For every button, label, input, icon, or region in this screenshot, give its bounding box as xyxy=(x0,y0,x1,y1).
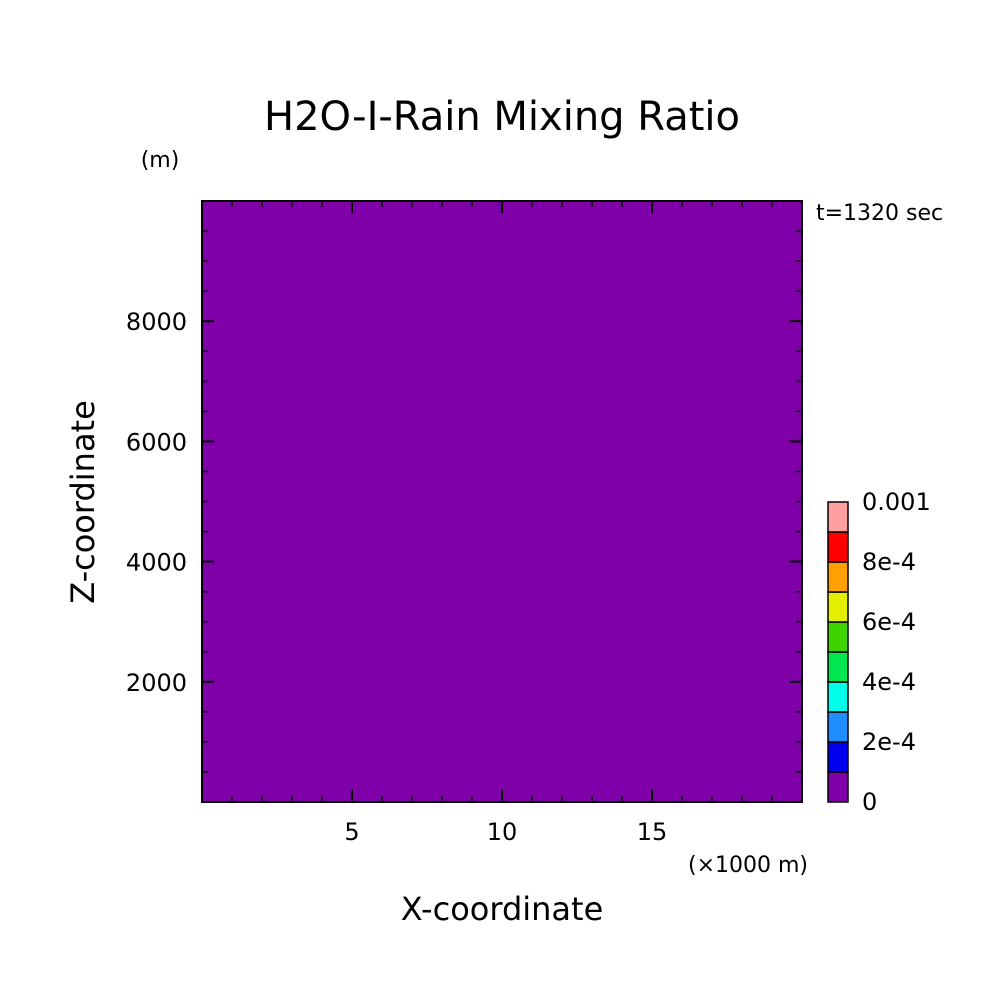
colorbar-band xyxy=(827,771,849,803)
y-tick-label: 6000 xyxy=(126,428,187,456)
colorbar-label: 4e-4 xyxy=(862,668,916,696)
colorbar-band xyxy=(827,531,849,563)
colorbar-band xyxy=(827,591,849,623)
y-tick-label: 4000 xyxy=(126,549,187,577)
colorbar-band xyxy=(827,621,849,653)
x-tick-label: 10 xyxy=(487,818,518,846)
x-tick-label: 15 xyxy=(637,818,668,846)
chart-title: H2O-I-Rain Mixing Ratio xyxy=(264,94,740,140)
colorbar-label: 8e-4 xyxy=(862,548,916,576)
x-tick-labels: 5 10 15 xyxy=(344,818,667,846)
time-annotation: t=1320 sec xyxy=(816,201,943,226)
plot-frame xyxy=(201,200,803,803)
colorbar-band xyxy=(827,741,849,773)
x-unit-label: (×1000 m) xyxy=(688,853,808,878)
x-axis-label: X-coordinate xyxy=(401,890,604,928)
colorbar-label: 0 xyxy=(862,788,877,816)
colorbar-band xyxy=(827,651,849,683)
y-tick-labels: 2000 4000 6000 8000 xyxy=(126,308,187,697)
colorbar-band xyxy=(827,681,849,713)
y-tick-label: 2000 xyxy=(126,669,187,697)
x-tick-label: 5 xyxy=(344,818,359,846)
colorbar-label: 0.001 xyxy=(862,488,931,516)
y-axis-label: Z-coordinate xyxy=(64,400,102,604)
plot-field xyxy=(202,201,802,802)
y-unit-label: (m) xyxy=(141,148,180,173)
colorbar-label: 2e-4 xyxy=(862,728,916,756)
colorbar xyxy=(827,501,849,803)
y-tick-label: 8000 xyxy=(126,308,187,336)
colorbar-label: 6e-4 xyxy=(862,608,916,636)
major-ticks xyxy=(202,201,802,802)
colorbar-labels: 0 2e-4 4e-4 6e-4 8e-4 0.001 xyxy=(862,488,931,816)
colorbar-band xyxy=(827,501,849,533)
colorbar-band xyxy=(827,711,849,743)
colorbar-band xyxy=(827,561,849,593)
